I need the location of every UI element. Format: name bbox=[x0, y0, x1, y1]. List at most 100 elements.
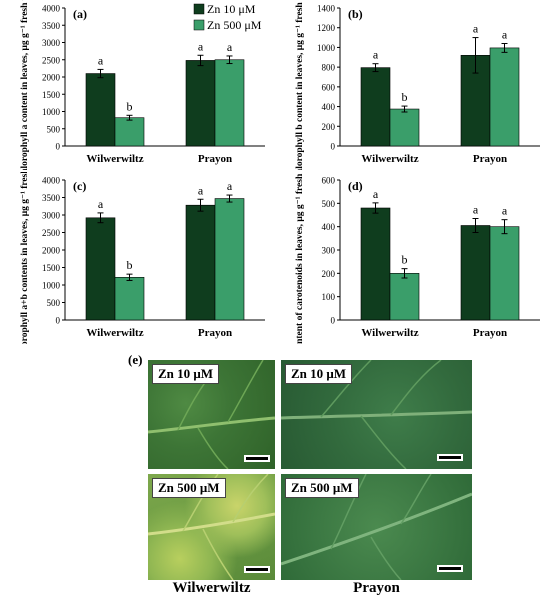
y-tick-label: 3500 bbox=[42, 193, 61, 203]
x-tick-label: Wilwerwiltz bbox=[86, 327, 143, 339]
bar bbox=[185, 60, 216, 147]
significance-letter: a bbox=[502, 27, 508, 41]
panel-label: (b) bbox=[348, 7, 363, 21]
legend-swatch bbox=[193, 19, 205, 31]
significance-letter: a bbox=[198, 39, 204, 53]
x-tick-label: Wilwerwiltz bbox=[361, 327, 418, 339]
y-tick-label: 400 bbox=[322, 102, 336, 112]
panel-label: (c) bbox=[73, 179, 86, 193]
significance-letter: a bbox=[373, 48, 379, 62]
y-axis-label: Chlorophyll a content in leaves, μg g⁻¹ … bbox=[20, 0, 30, 170]
significance-letter: a bbox=[373, 187, 379, 201]
bar bbox=[489, 47, 520, 147]
leaf-photo-prayon-zn10: Zn 10 μM bbox=[281, 360, 472, 469]
significance-letter: b bbox=[402, 90, 408, 104]
scale-bar bbox=[244, 455, 270, 462]
y-tick-label: 3500 bbox=[42, 21, 61, 31]
bar bbox=[214, 198, 245, 321]
y-tick-label: 1500 bbox=[42, 90, 61, 100]
bar bbox=[360, 207, 391, 321]
significance-letter: b bbox=[127, 99, 133, 113]
y-tick-label: 2000 bbox=[42, 246, 61, 256]
leaf-photo-prayon-zn500: Zn 500 μM bbox=[281, 474, 472, 580]
x-tick-label: Prayon bbox=[198, 327, 232, 339]
bar bbox=[389, 273, 420, 321]
y-axis-label: Chlorophyll a+b contents in leaves, μg g… bbox=[20, 172, 30, 344]
y-axis-label: Chlorophyll b content in leaves, μg g⁻¹ … bbox=[295, 0, 305, 170]
leaf-photo-wilwerwiltz-zn10: Zn 10 μM bbox=[148, 360, 275, 469]
significance-letter: a bbox=[502, 204, 508, 218]
y-tick-label: 0 bbox=[56, 142, 61, 152]
y-tick-label: 800 bbox=[322, 63, 336, 73]
significance-letter: a bbox=[98, 53, 104, 67]
y-tick-label: 200 bbox=[322, 269, 336, 279]
bar bbox=[114, 277, 145, 321]
y-tick-label: 600 bbox=[322, 82, 336, 92]
y-tick-label: 2500 bbox=[42, 228, 61, 238]
y-tick-label: 4000 bbox=[42, 4, 61, 14]
legend-label: Zn 500 μM bbox=[207, 18, 262, 32]
legend-swatch bbox=[193, 3, 205, 15]
significance-letter: a bbox=[98, 197, 104, 211]
significance-letter: a bbox=[227, 179, 233, 193]
y-axis-label: Content of carotenoids in leaves, μg g⁻¹… bbox=[295, 172, 305, 344]
panel-label: (d) bbox=[348, 179, 363, 193]
bar bbox=[185, 204, 216, 321]
leaf-photo-wilwerwiltz-zn500: Zn 500 μM bbox=[148, 474, 275, 580]
leaf-veins bbox=[281, 360, 472, 469]
x-tick-label: Prayon bbox=[473, 327, 507, 339]
scale-bar bbox=[437, 454, 463, 461]
significance-letter: b bbox=[402, 253, 408, 267]
y-tick-label: 2000 bbox=[42, 73, 61, 83]
bar bbox=[389, 108, 420, 147]
bar bbox=[114, 117, 145, 147]
photo-label: Zn 500 μM bbox=[285, 478, 359, 498]
bar bbox=[85, 217, 116, 321]
y-tick-label: 0 bbox=[331, 142, 336, 152]
chart-panel-a: 0 500 1000 1500 2000 2500 3000 3500 4000 Chloroph… bbox=[20, 0, 265, 170]
chart-panel-c: 0 500 1000 1500 2000 2500 3000 3500 4000 Chloroph… bbox=[20, 172, 265, 344]
x-tick-label: Prayon bbox=[473, 153, 507, 165]
significance-letter: a bbox=[227, 40, 233, 54]
y-tick-label: 500 bbox=[47, 298, 61, 308]
scale-bar bbox=[437, 565, 463, 572]
significance-letter: a bbox=[198, 183, 204, 197]
panel-label: (a) bbox=[73, 7, 87, 21]
bar bbox=[489, 226, 520, 321]
chart-panel-b: 0 200 400 600 800 1000 1200 1400 Chlorophyll b c… bbox=[295, 0, 540, 170]
y-tick-label: 500 bbox=[47, 124, 61, 134]
bar bbox=[85, 73, 116, 147]
y-tick-label: 1400 bbox=[317, 4, 336, 14]
x-tick-label: Wilwerwiltz bbox=[361, 153, 418, 165]
y-tick-label: 1000 bbox=[42, 107, 61, 117]
photo-label: Zn 10 μM bbox=[285, 364, 353, 384]
y-tick-label: 600 bbox=[322, 176, 336, 186]
y-tick-label: 2500 bbox=[42, 55, 61, 65]
y-tick-label: 3000 bbox=[42, 211, 61, 221]
significance-letter: b bbox=[127, 258, 133, 272]
y-tick-label: 4000 bbox=[42, 176, 61, 186]
photo-column-label-wilwerwiltz: Wilwerwiltz bbox=[172, 580, 251, 596]
y-tick-label: 3000 bbox=[42, 38, 61, 48]
significance-letter: a bbox=[473, 22, 479, 36]
y-tick-label: 500 bbox=[322, 199, 336, 209]
x-tick-label: Prayon bbox=[198, 153, 232, 165]
x-tick-label: Wilwerwiltz bbox=[86, 153, 143, 165]
y-tick-label: 0 bbox=[331, 316, 336, 326]
leaf-veins bbox=[281, 474, 472, 580]
scale-bar bbox=[244, 566, 270, 573]
y-tick-label: 300 bbox=[322, 246, 336, 256]
bar bbox=[214, 59, 245, 147]
bar bbox=[460, 225, 491, 321]
significance-letter: a bbox=[473, 203, 479, 217]
chart-panel-d: 0 100 200 300 400 500 600 Content of carotenoid… bbox=[295, 172, 540, 344]
y-tick-label: 400 bbox=[322, 222, 336, 232]
photo-column-label-prayon: Prayon bbox=[353, 580, 400, 596]
y-tick-label: 1000 bbox=[42, 281, 61, 291]
y-tick-label: 100 bbox=[322, 292, 336, 302]
y-tick-label: 200 bbox=[322, 122, 336, 132]
y-tick-label: 1200 bbox=[317, 23, 336, 33]
photo-label: Zn 500 μM bbox=[152, 478, 226, 498]
panel-label-e: (e) bbox=[128, 352, 143, 367]
y-tick-label: 1000 bbox=[317, 43, 336, 53]
